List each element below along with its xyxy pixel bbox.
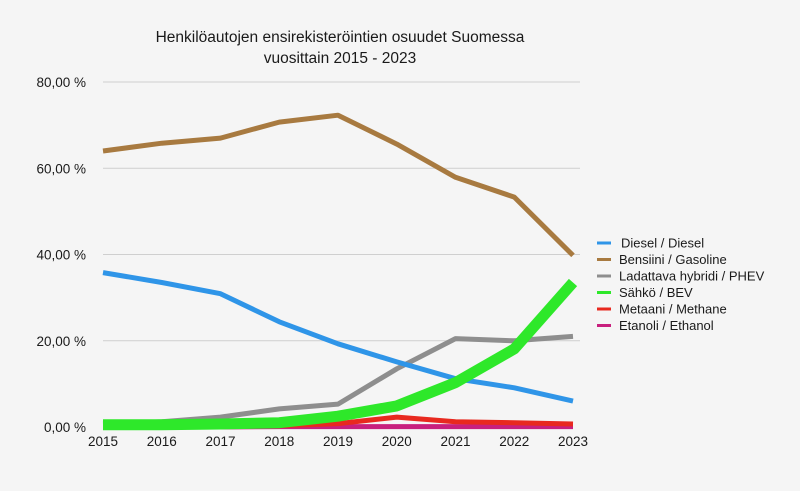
legend-label: Sähkö / BEV <box>619 285 693 300</box>
series-lines <box>102 112 578 431</box>
chart-subtitle: vuosittain 2015 - 2023 <box>264 50 417 67</box>
legend-label: Bensiini / Gasoline <box>619 252 727 267</box>
legend-label: Ladattava hybridi / PHEV <box>619 269 765 284</box>
x-tick-label: 2015 <box>88 434 118 449</box>
series-line-bev <box>103 278 578 431</box>
y-tick-label: 60,00 % <box>36 161 86 176</box>
legend-label: Diesel / Diesel <box>621 236 704 251</box>
x-tick-label: 2018 <box>264 434 294 449</box>
series-line-diesel <box>102 270 574 404</box>
x-tick-label: 2021 <box>440 434 470 449</box>
x-tick-label: 2020 <box>382 434 412 449</box>
chart-title: Henkilöautojen ensirekisteröintien osuud… <box>156 29 525 46</box>
x-tick-label: 2022 <box>499 434 529 449</box>
y-tick-label: 0,00 % <box>44 420 86 435</box>
y-tick-label: 40,00 % <box>36 248 86 263</box>
y-axis-ticks: 0,00 % 20,00 % 40,00 % 60,00 % 80,00 % <box>36 75 86 435</box>
x-tick-label: 2017 <box>205 434 235 449</box>
x-axis-ticks: 2015 2016 2017 2018 2019 2020 2021 2022 2023 <box>88 434 588 449</box>
x-tick-label: 2019 <box>323 434 353 449</box>
x-tick-label: 2023 <box>558 434 588 449</box>
legend-label: Metaani / Methane <box>619 302 727 317</box>
x-tick-label: 2016 <box>147 434 177 449</box>
y-tick-label: 20,00 % <box>36 334 86 349</box>
y-tick-label: 80,00 % <box>36 75 86 90</box>
series-line-gasoline <box>102 112 575 258</box>
gridlines <box>103 81 580 342</box>
legend-label: Etanoli / Ethanol <box>619 318 714 333</box>
